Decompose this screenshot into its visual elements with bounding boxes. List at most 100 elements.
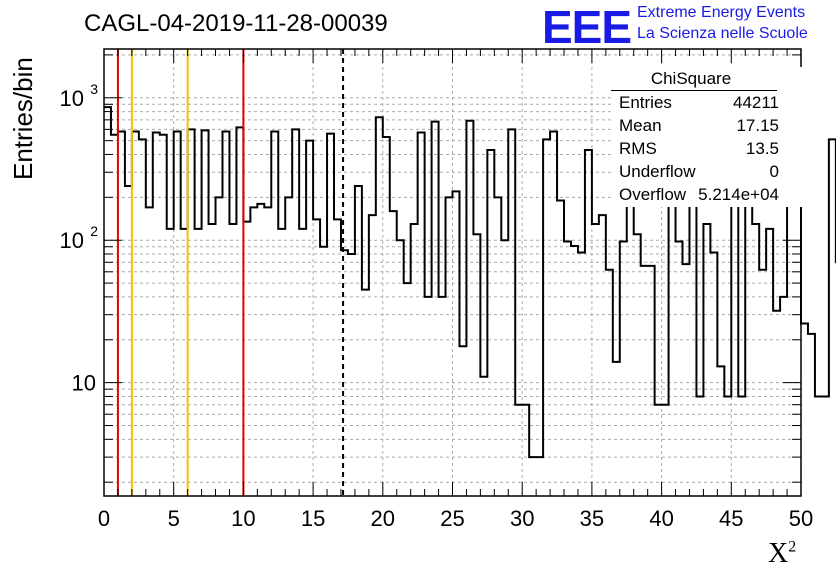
stats-label: Underflow bbox=[619, 162, 696, 181]
x-tick-label: 0 bbox=[98, 506, 110, 531]
x-tick-label: 5 bbox=[168, 506, 180, 531]
histogram-bin bbox=[508, 129, 515, 496]
histogram-bin bbox=[376, 117, 383, 496]
histogram-bin bbox=[683, 264, 690, 496]
histogram-bin bbox=[703, 224, 710, 496]
histogram-bin bbox=[188, 129, 195, 496]
plot-title: CAGL-04-2019-11-28-00039 bbox=[84, 10, 388, 37]
histogram-bin bbox=[459, 346, 466, 496]
stats-row-entries: Entries 44211 bbox=[619, 93, 779, 115]
histogram-bin bbox=[425, 297, 432, 496]
histogram-bin bbox=[355, 186, 362, 496]
histogram-bin bbox=[710, 252, 717, 496]
x-tick-label: 50 bbox=[789, 506, 813, 531]
histogram-bin bbox=[808, 334, 815, 496]
stats-value: 17.15 bbox=[736, 116, 779, 135]
histogram-bin bbox=[348, 254, 355, 496]
histogram-bin bbox=[167, 229, 174, 496]
histogram-bin bbox=[599, 215, 606, 496]
stats-value: 13.5 bbox=[745, 139, 779, 158]
histogram-bin bbox=[829, 139, 836, 496]
histogram-bin bbox=[327, 134, 334, 496]
stats-box-divider bbox=[611, 90, 777, 91]
histogram-bin bbox=[411, 224, 418, 496]
histogram-bin bbox=[717, 366, 724, 496]
eee-logo: EEE bbox=[542, 1, 632, 53]
histogram-bin bbox=[571, 246, 578, 496]
histogram-bin bbox=[243, 222, 250, 496]
histogram-bin bbox=[139, 139, 146, 496]
histogram-bin bbox=[745, 179, 752, 496]
histogram-bin bbox=[536, 457, 543, 496]
histogram-bin bbox=[125, 186, 132, 496]
histogram-bin bbox=[118, 131, 125, 496]
histogram-bin bbox=[446, 197, 453, 496]
histogram-bin bbox=[453, 191, 460, 496]
histogram-bin bbox=[613, 362, 620, 496]
histogram-bin bbox=[306, 141, 313, 496]
histogram-bin bbox=[773, 311, 780, 496]
histogram-bin bbox=[641, 266, 648, 496]
histogram-bin bbox=[550, 131, 557, 496]
histogram-bin bbox=[662, 405, 669, 496]
histogram-series bbox=[104, 106, 836, 459]
histogram-bin bbox=[480, 377, 487, 496]
x-axis-label-exponent: 2 bbox=[788, 538, 797, 556]
histogram-bin bbox=[696, 396, 703, 496]
histogram-bin bbox=[759, 270, 766, 496]
histogram-bin bbox=[592, 224, 599, 496]
stats-box: ChiSquare Entries 44211 Mean 17.15 RMS 1… bbox=[611, 67, 806, 207]
histogram-bin bbox=[822, 396, 829, 496]
histogram-bin bbox=[501, 240, 508, 496]
histogram-bin bbox=[285, 197, 292, 496]
histogram-bin bbox=[202, 130, 209, 496]
histogram-bin bbox=[738, 396, 745, 496]
histogram-bin bbox=[669, 197, 676, 496]
stats-row-rms: RMS 13.5 bbox=[619, 139, 779, 161]
histogram-bin bbox=[404, 283, 411, 496]
y-tick-label: 10 bbox=[72, 371, 96, 396]
x-tick-label: 10 bbox=[231, 506, 255, 531]
y-tick-label: 10 bbox=[60, 86, 84, 111]
x-tick-label: 40 bbox=[649, 506, 673, 531]
histogram-bin bbox=[787, 174, 794, 496]
histogram-bin bbox=[209, 224, 216, 496]
histogram-bin bbox=[299, 229, 306, 496]
histogram-bin bbox=[292, 129, 299, 496]
x-axis-label: X2 bbox=[768, 538, 796, 570]
histogram-bin bbox=[780, 297, 787, 496]
histogram-bin bbox=[578, 252, 585, 496]
histogram-bin bbox=[585, 150, 592, 496]
histogram-bin bbox=[250, 207, 257, 496]
histogram-bin bbox=[278, 229, 285, 496]
histogram-bin bbox=[731, 170, 738, 496]
histogram-bin bbox=[236, 127, 243, 496]
histogram-bin bbox=[153, 133, 160, 496]
histogram-bin bbox=[515, 405, 522, 496]
histogram-bin bbox=[466, 121, 473, 496]
histogram-bin bbox=[487, 150, 494, 496]
stats-label: Overflow bbox=[619, 185, 687, 204]
x-axis-label-base: X bbox=[768, 538, 789, 569]
histogram-bin bbox=[634, 234, 641, 496]
stats-row-mean: Mean 17.15 bbox=[619, 116, 779, 138]
histogram-bin bbox=[222, 131, 229, 496]
x-tick-label: 25 bbox=[440, 506, 464, 531]
logo-subtitle-1: Extreme Energy Events bbox=[637, 4, 806, 21]
histogram-bin bbox=[195, 229, 202, 496]
histogram-bin bbox=[104, 107, 111, 496]
histogram-bin bbox=[529, 457, 536, 496]
histogram-bin bbox=[132, 131, 139, 496]
stats-value: 0 bbox=[769, 162, 779, 181]
histogram-bin bbox=[606, 270, 613, 496]
histogram-bin bbox=[362, 290, 369, 496]
stats-label: Entries bbox=[619, 93, 672, 112]
y-tick-exponent: 3 bbox=[90, 81, 98, 97]
stats-label: RMS bbox=[619, 139, 657, 158]
histogram-bin bbox=[334, 219, 341, 496]
histogram-bin bbox=[752, 224, 759, 496]
y-axis-label: Entries/bin bbox=[8, 57, 38, 180]
histogram-bin bbox=[432, 122, 439, 496]
histogram-bin bbox=[627, 197, 634, 496]
